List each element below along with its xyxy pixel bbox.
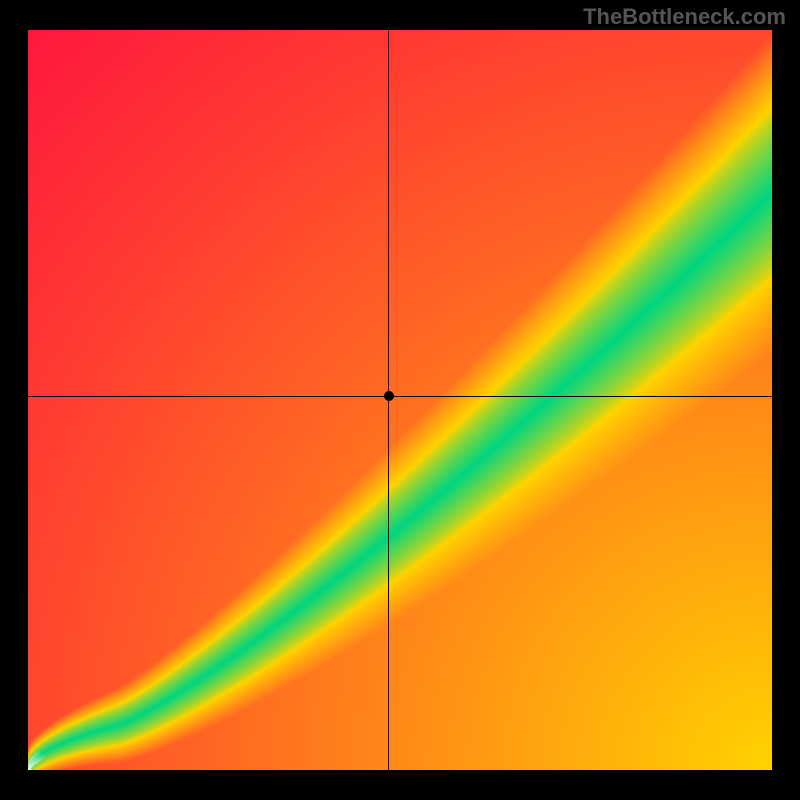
crosshair-horizontal (28, 396, 772, 397)
chart-root: TheBottleneck.com (0, 0, 800, 800)
watermark-text: TheBottleneck.com (583, 4, 786, 30)
heatmap-canvas (28, 30, 772, 770)
